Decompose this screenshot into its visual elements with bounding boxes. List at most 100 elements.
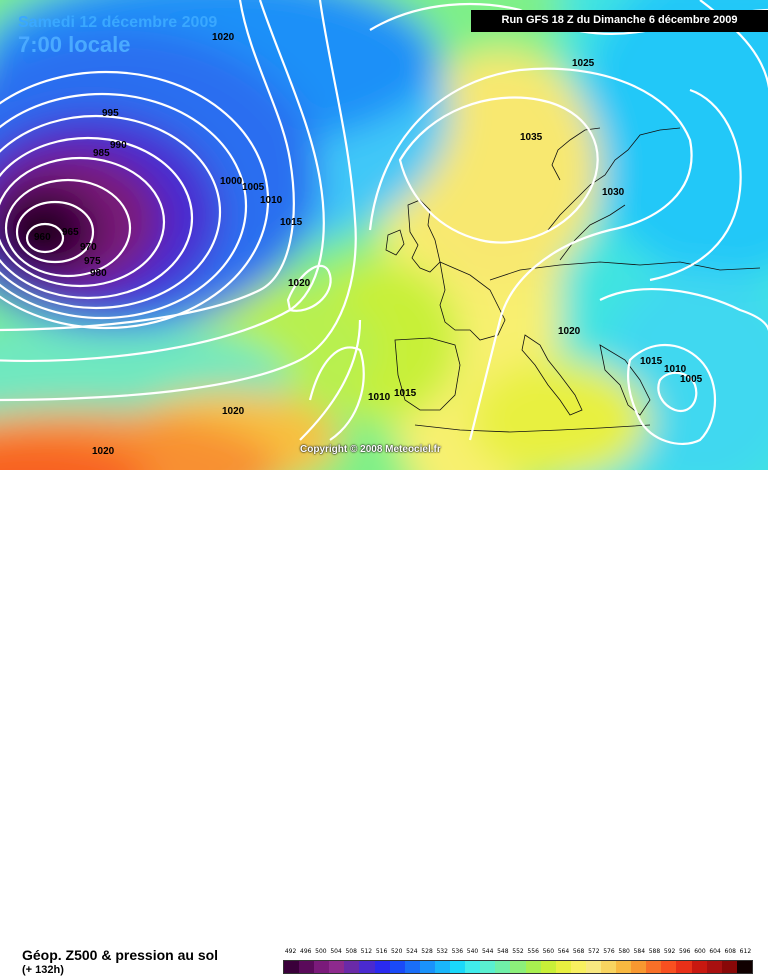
scale-swatch (555, 961, 571, 973)
scale-swatch (419, 961, 435, 973)
scale-swatch (616, 961, 632, 973)
scale-tick-label: 532 (436, 948, 448, 955)
forecast-time: 7:00 locale (18, 32, 131, 57)
scale-tick-label: 588 (648, 948, 661, 955)
scale-swatch (585, 961, 601, 973)
isobar-labels: 1020 1030 1025 995 990 985 1035 1000 100… (34, 24, 749, 457)
scale-swatch (661, 961, 677, 973)
isobar-label: 1015 (640, 356, 663, 367)
scale-swatch (344, 961, 360, 973)
scale-swatch (450, 961, 466, 973)
scale-tick-label: 612 (739, 948, 752, 955)
scale-swatch (736, 961, 752, 973)
scale-tick-label: 560 (542, 948, 555, 955)
scale-tick-label: 540 (466, 948, 479, 955)
scale-tick-label: 496 (300, 948, 312, 955)
scale-tick-label: 572 (588, 948, 600, 955)
scale-swatch (600, 961, 617, 973)
scale-tick-label: 592 (663, 948, 676, 955)
scale-tick-label: 516 (375, 948, 388, 955)
isobar-label: 1020 (288, 278, 311, 289)
scale-tick-label: 492 (284, 948, 297, 955)
scale-tick-label: 512 (360, 948, 373, 955)
isobar-label: 1005 (680, 374, 703, 385)
legend-title: Géop. Z500 & pression au sol (22, 947, 219, 963)
map-svg: 1020 1030 1025 995 990 985 1035 1000 100… (0, 0, 768, 470)
isobar-label: 1015 (394, 388, 417, 399)
forecast-horizon: (+ 132h) (22, 964, 64, 976)
scale-swatch (434, 961, 451, 973)
scale-tick-label: 556 (527, 948, 539, 955)
isobar-label: 1020 (222, 406, 245, 417)
scale-tick-label: 524 (406, 948, 418, 955)
isobar-label: 1020 (558, 326, 581, 337)
scale-tick-label: 584 (633, 948, 646, 955)
isobar-lines (0, 0, 768, 445)
scale-tick-label: 544 (481, 948, 494, 955)
scale-swatch (404, 961, 420, 973)
legend-footer: Géop. Z500 & pression au sol (+ 132h) 49… (0, 470, 768, 976)
scale-swatch (359, 961, 375, 973)
scale-tick-label: 596 (679, 948, 691, 955)
scale-tick-label: 536 (451, 948, 464, 955)
color-scale-bar (283, 960, 753, 974)
scale-tick-label: 520 (390, 948, 403, 955)
scale-tick-label: 608 (724, 948, 736, 955)
scale-tick-label: 548 (497, 948, 509, 955)
isobar-label: 1020 (212, 32, 235, 43)
coastlines (385, 127, 761, 433)
scale-swatch (706, 961, 722, 973)
scale-swatch (691, 961, 707, 973)
isobar-label: 1010 (260, 195, 283, 206)
scale-tick-label: 576 (603, 948, 615, 955)
isobar-label: 1010 (368, 392, 391, 403)
scale-tick-label: 500 (315, 948, 327, 955)
scale-swatch (329, 961, 345, 973)
weather-map: 1020 1030 1025 995 990 985 1035 1000 100… (0, 0, 768, 470)
isobar-label: 1005 (242, 182, 265, 193)
scale-swatch (721, 961, 737, 973)
scale-tick-label: 528 (421, 948, 433, 955)
scale-tick-label: 504 (330, 948, 342, 955)
forecast-date: Samedi 12 décembre 2009 (18, 14, 218, 31)
color-scale-labels: 492 496 500 504 508 512 516 520 524 528 532 536 540 5… (283, 948, 753, 958)
scale-swatch (525, 961, 541, 973)
scale-swatch (480, 961, 496, 973)
scale-swatch (631, 961, 647, 973)
scale-tick-label: 568 (572, 948, 585, 955)
scale-swatch (646, 961, 662, 973)
scale-tick-label: 600 (694, 948, 706, 955)
isobar-label: 1015 (280, 217, 303, 228)
isobar-label: 1025 (572, 58, 595, 69)
scale-tick-label: 604 (709, 948, 721, 955)
scale-swatch (299, 961, 315, 973)
scale-tick-label: 508 (345, 948, 357, 955)
scale-tick-label: 580 (618, 948, 630, 955)
copyright-notice: Copyright © 2008 Meteociel.fr (300, 444, 441, 455)
isobar-label: 1010 (664, 364, 687, 375)
scale-swatch (570, 961, 586, 973)
isobar-label: 980 (90, 268, 107, 279)
scale-tick-label: 564 (557, 948, 570, 955)
isobar-label: 985 (93, 148, 110, 159)
scale-swatch (389, 961, 405, 973)
scale-swatch (510, 961, 526, 973)
isobar-label: 1035 (520, 132, 543, 143)
scale-swatch (676, 961, 692, 973)
isobar-label: 970 (80, 242, 97, 253)
isobar-label: 965 (62, 227, 79, 238)
isobar-label: 1000 (220, 176, 243, 187)
isobar-label: 990 (110, 140, 127, 151)
isobar-label: 975 (84, 256, 101, 267)
isobar-label: 1030 (602, 187, 625, 198)
scale-tick-label: 552 (512, 948, 524, 955)
isobar-label: 995 (102, 108, 119, 119)
isobar-label: 1020 (92, 446, 115, 457)
scale-swatch (314, 961, 330, 973)
scale-swatch (465, 961, 481, 973)
isobar-label: 960 (34, 232, 51, 243)
scale-swatch (284, 961, 300, 973)
scale-swatch (495, 961, 511, 973)
model-run-banner: Run GFS 18 Z du Dimanche 6 décembre 2009 (471, 10, 768, 32)
scale-swatch (374, 961, 390, 973)
